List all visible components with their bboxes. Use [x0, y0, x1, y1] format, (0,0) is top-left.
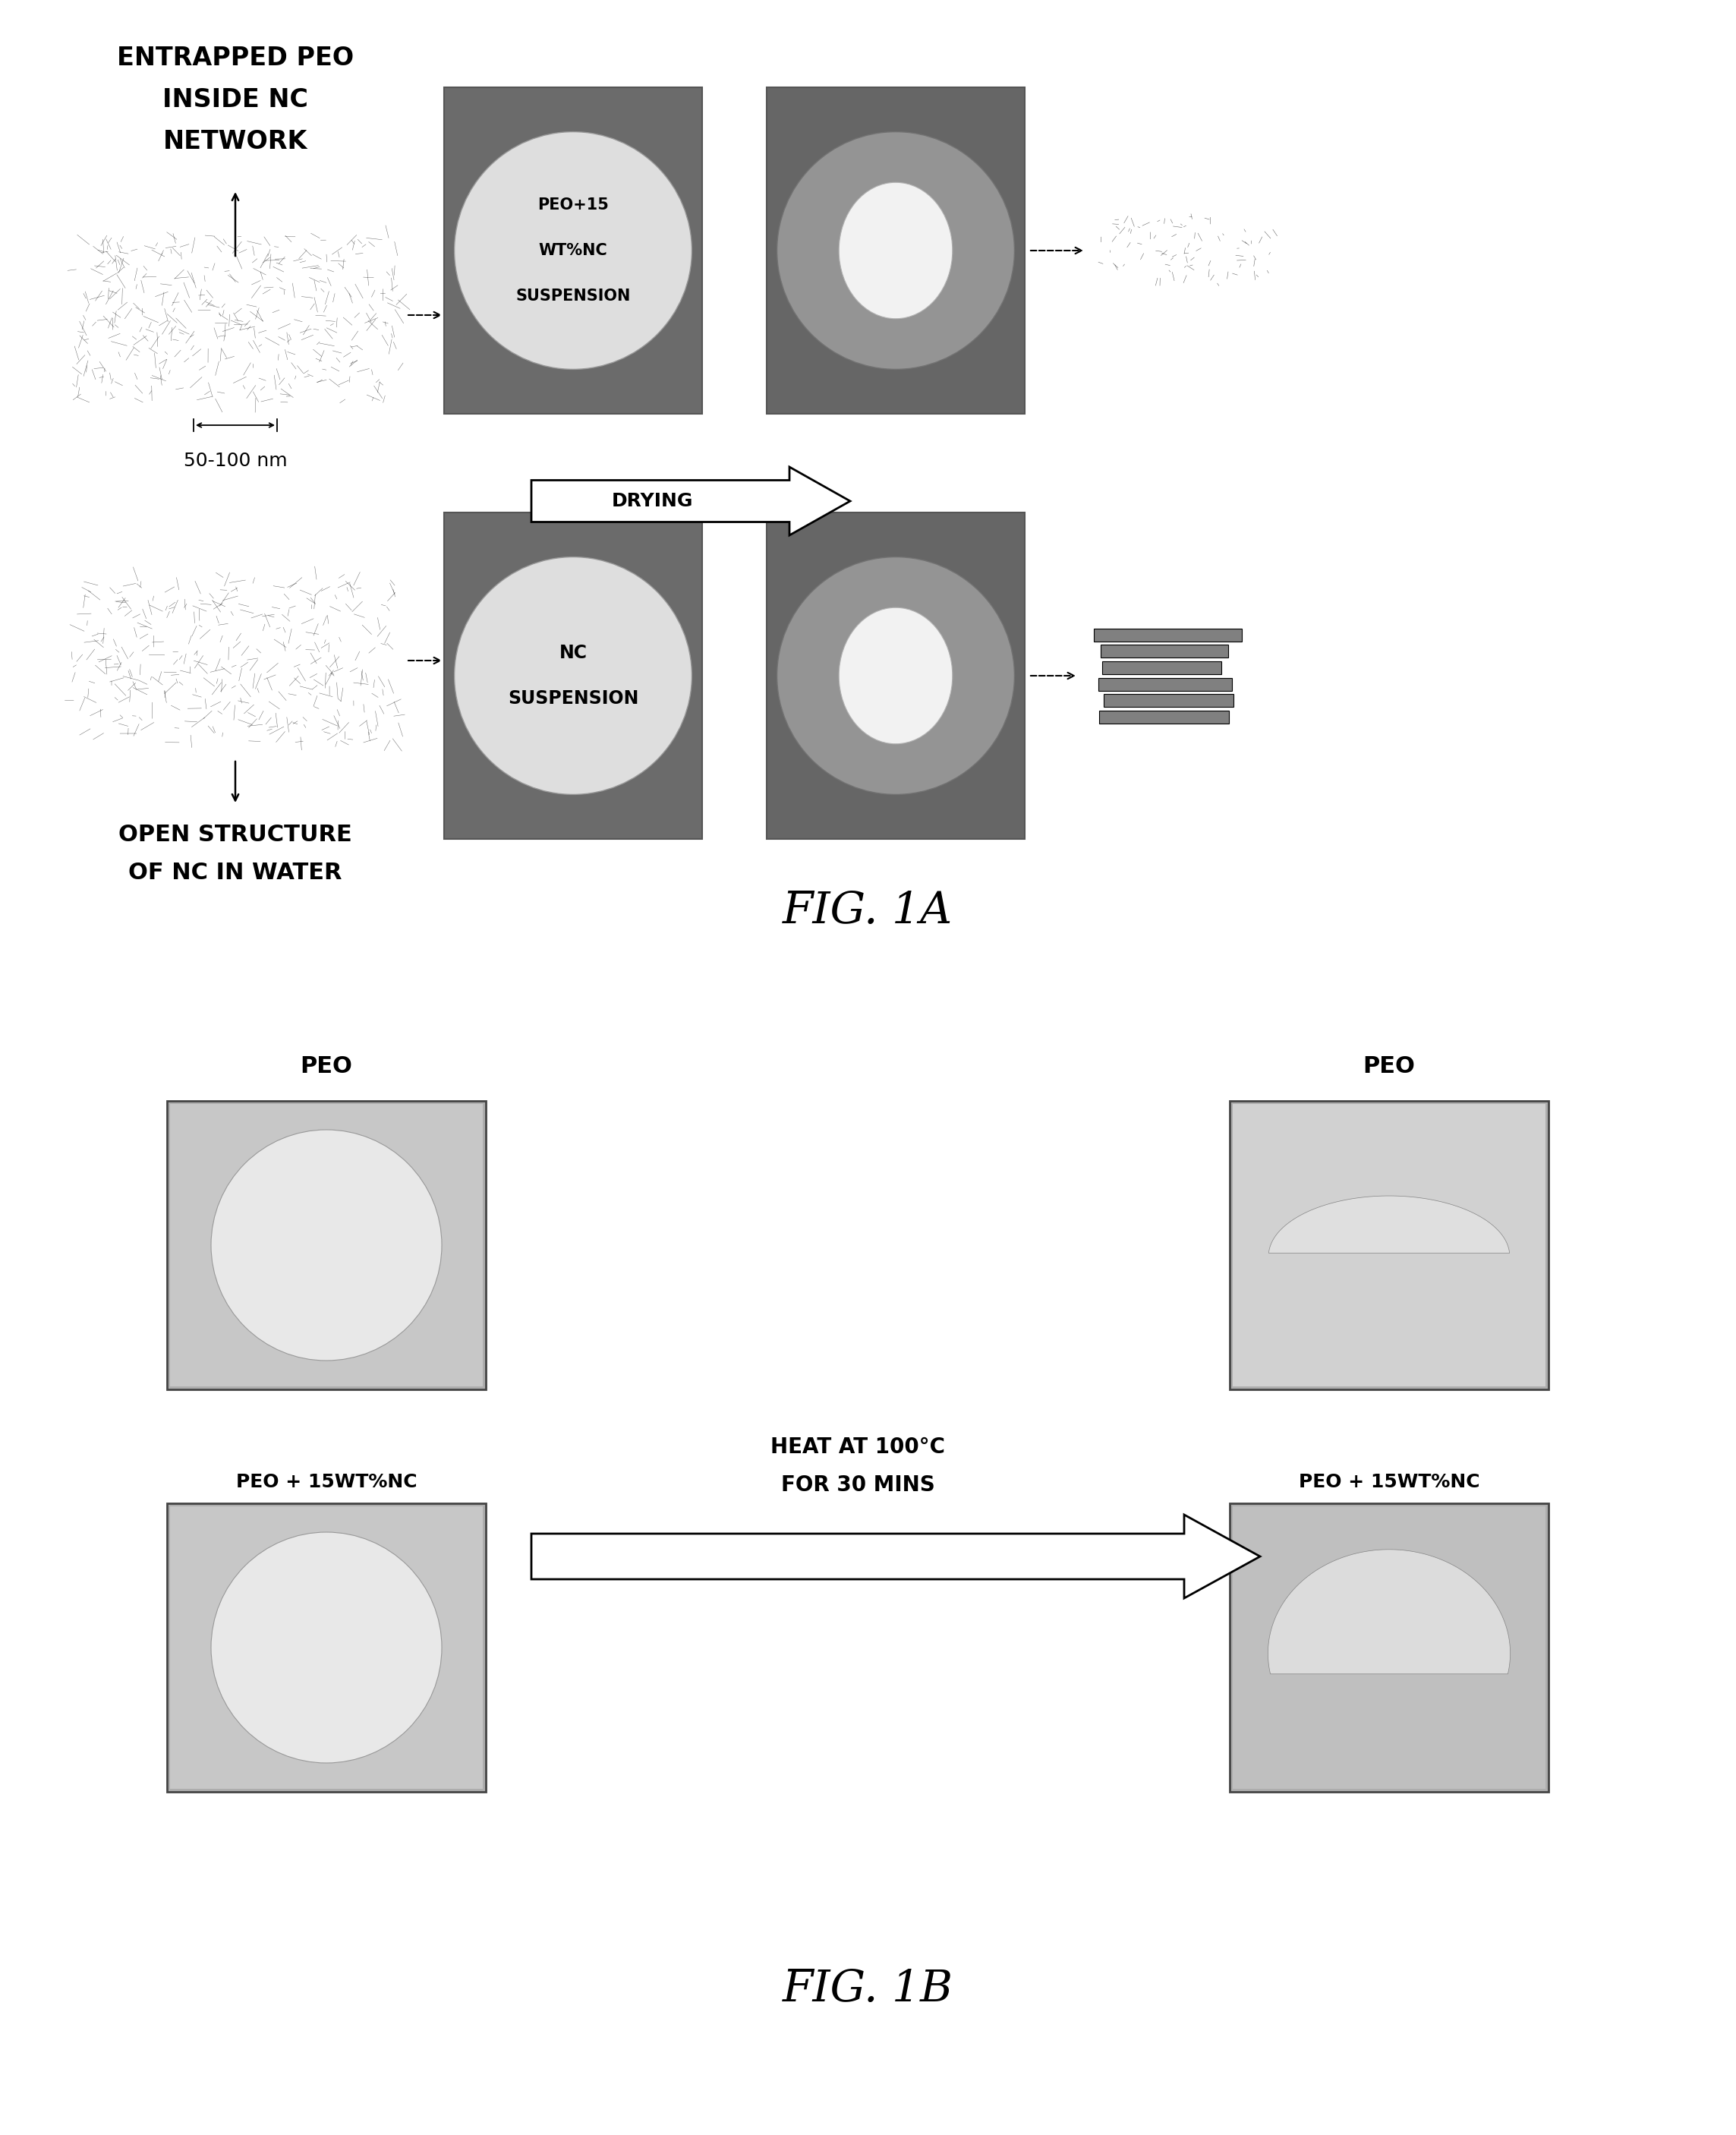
Text: FOR 30 MINS: FOR 30 MINS — [781, 1475, 934, 1497]
Text: PEO+15: PEO+15 — [538, 196, 609, 214]
Text: PEO + 15WT%NC: PEO + 15WT%NC — [236, 1473, 417, 1490]
Bar — [1229, 1503, 1549, 1791]
Text: INSIDE NC: INSIDE NC — [163, 88, 309, 113]
Polygon shape — [1269, 1196, 1510, 1253]
Bar — [1104, 694, 1234, 707]
Bar — [170, 1104, 483, 1386]
Circle shape — [778, 132, 1014, 369]
FancyArrow shape — [531, 1514, 1260, 1599]
Bar — [1102, 662, 1222, 675]
Text: 50-100 nm: 50-100 nm — [184, 453, 286, 470]
Bar — [1099, 679, 1233, 690]
Bar — [167, 1503, 486, 1791]
Text: NETWORK: NETWORK — [163, 128, 307, 154]
Text: PEO: PEO — [300, 1055, 352, 1078]
Bar — [1099, 711, 1229, 724]
Bar — [1229, 1102, 1549, 1390]
Text: NC: NC — [559, 645, 587, 662]
Circle shape — [778, 557, 1014, 794]
Bar — [767, 88, 1024, 414]
Circle shape — [212, 1533, 441, 1764]
Bar — [1094, 628, 1241, 640]
Ellipse shape — [838, 181, 953, 318]
Text: DRYING: DRYING — [613, 491, 694, 510]
Text: FIG. 1B: FIG. 1B — [783, 1968, 953, 2011]
Text: SUSPENSION: SUSPENSION — [516, 288, 630, 303]
Bar — [170, 1507, 483, 1789]
Polygon shape — [1267, 1550, 1510, 1674]
Bar — [167, 1102, 486, 1390]
Text: PEO + 15WT%NC: PEO + 15WT%NC — [1299, 1473, 1479, 1490]
Bar — [1233, 1104, 1545, 1386]
Text: HEAT AT 100°C: HEAT AT 100°C — [771, 1437, 944, 1458]
Bar — [1101, 645, 1227, 658]
Text: WT%NC: WT%NC — [538, 243, 608, 258]
Text: FIG. 1A: FIG. 1A — [783, 890, 953, 933]
Bar — [444, 88, 701, 414]
Circle shape — [212, 1129, 441, 1360]
Bar — [444, 512, 701, 839]
Circle shape — [455, 557, 693, 794]
FancyArrow shape — [531, 468, 851, 536]
Ellipse shape — [838, 608, 953, 743]
Text: PEO: PEO — [1363, 1055, 1415, 1078]
Bar — [767, 512, 1024, 839]
Text: OPEN STRUCTURE: OPEN STRUCTURE — [118, 824, 352, 845]
Bar — [1233, 1507, 1545, 1789]
Text: ENTRAPPED PEO: ENTRAPPED PEO — [116, 45, 354, 70]
Text: SUSPENSION: SUSPENSION — [507, 690, 639, 707]
Circle shape — [455, 132, 693, 369]
Text: OF NC IN WATER: OF NC IN WATER — [128, 863, 342, 884]
